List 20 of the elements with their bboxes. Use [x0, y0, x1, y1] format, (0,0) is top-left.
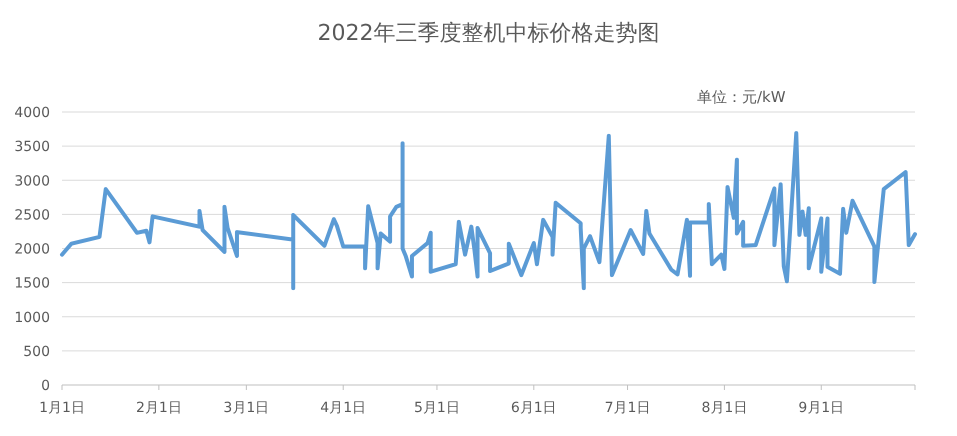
x-tick-label: 8月1日 — [701, 400, 748, 416]
y-tick-label: 2500 — [14, 207, 50, 224]
x-tick-label: 6月1日 — [510, 400, 557, 416]
y-tick-label: 1000 — [14, 310, 50, 326]
y-tick-label: 4000 — [14, 105, 50, 121]
y-tick-label: 3000 — [14, 173, 50, 190]
x-tick-label: 5月1日 — [414, 400, 460, 416]
y-tick-label: 1500 — [14, 276, 50, 292]
y-tick-label: 3500 — [14, 139, 50, 156]
y-tick-label: 500 — [23, 344, 50, 360]
x-tick-label: 4月1日 — [320, 400, 366, 416]
y-tick-label: 0 — [41, 378, 50, 394]
x-tick-label: 1月1日 — [39, 400, 85, 416]
x-tick-label: 3月1日 — [223, 400, 270, 416]
x-tick-label: 9月1日 — [798, 400, 844, 416]
y-tick-label: 2000 — [14, 242, 50, 258]
chart-title: 2022年三季度整机中标价格走势图 — [318, 21, 660, 46]
x-tick-label: 7月1日 — [604, 400, 650, 416]
x-tick-label: 2月1日 — [136, 400, 182, 416]
text: 单位：元/kW — [697, 88, 786, 106]
